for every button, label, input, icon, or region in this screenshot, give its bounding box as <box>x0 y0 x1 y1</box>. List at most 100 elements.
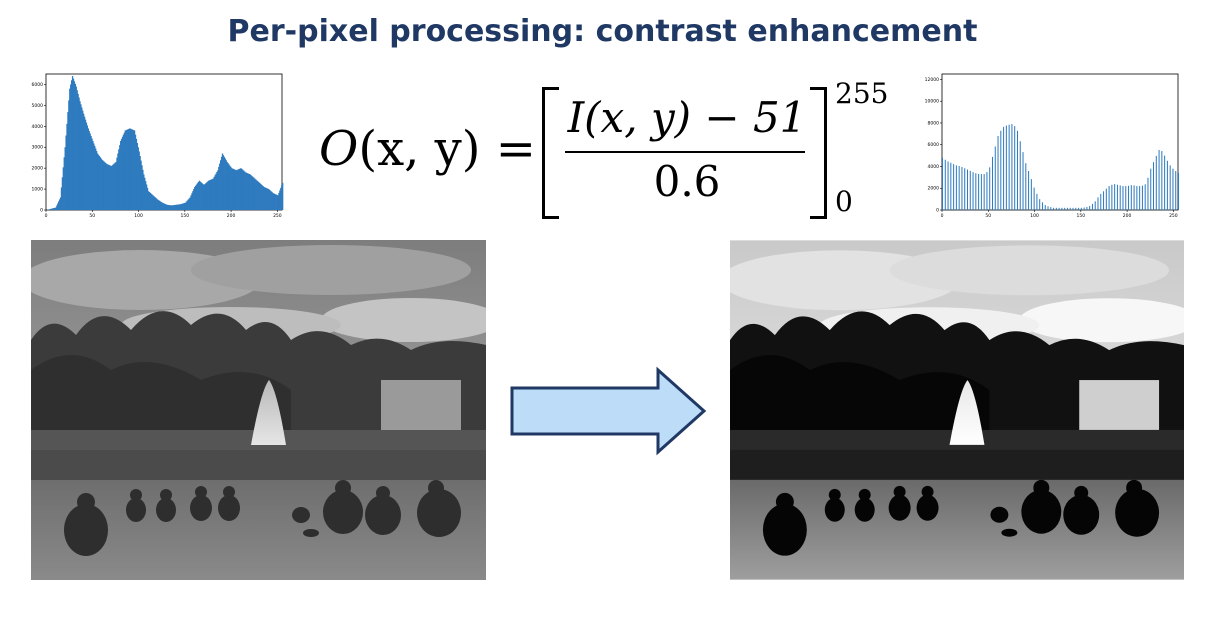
hist-enhanced-bar <box>986 172 988 210</box>
hist-enhanced-bar <box>1114 184 1116 210</box>
hist-enhanced-bar <box>1033 187 1035 210</box>
hist-original-bar <box>221 153 224 210</box>
hist-enhanced-bar <box>1130 185 1132 210</box>
hist-original-bar <box>211 179 213 210</box>
hist-enhanced-bar <box>997 136 999 210</box>
hist-original-bar <box>240 168 242 210</box>
hist-original-bar <box>95 150 98 210</box>
hist-original-bar <box>123 132 126 210</box>
hist-enhanced-bar <box>1055 207 1057 210</box>
hist-original-bar <box>116 157 118 210</box>
hist-original-bar <box>68 100 70 210</box>
hist-enhanced-bar <box>1019 141 1021 210</box>
hist-enhanced-bar <box>991 156 993 210</box>
hist-original-bar <box>179 204 181 210</box>
hist-original-bar <box>92 140 94 210</box>
hist-original-bar <box>197 181 200 210</box>
transform-arrow-icon <box>508 366 708 460</box>
hist-enhanced-bar <box>1011 124 1013 210</box>
hist-original-bar <box>170 205 173 210</box>
hist-original-bar <box>155 197 157 210</box>
hist-enhanced-bar <box>1083 207 1085 210</box>
hist-original-bar <box>103 161 105 210</box>
hist-original-bar <box>261 185 263 210</box>
histogram-enhanced: 0 50 100 150 200 250 0 2000 4000 6000 8000 10000 120… <box>920 72 1182 222</box>
hist-original-bar <box>274 194 276 210</box>
hist-original-bar <box>193 189 195 210</box>
hist-original-bar <box>151 194 153 210</box>
slide-title: Per-pixel processing: contrast enhanceme… <box>227 14 978 49</box>
hist-enhanced-bar <box>1172 168 1174 210</box>
hist-original-bar <box>115 161 117 210</box>
hist-enhanced-ytick-label: 0 <box>936 208 939 214</box>
hist-original-bar <box>269 189 271 210</box>
hist-original-bar <box>213 176 215 210</box>
hist-original-bar <box>50 208 52 210</box>
hist-original-bar <box>243 170 245 210</box>
hist-original-bar <box>229 165 231 210</box>
hist-original-bar <box>147 191 150 210</box>
hist-enhanced-bar <box>1128 185 1130 210</box>
hist-original-bar <box>78 97 80 210</box>
hist-original-bar <box>231 168 233 210</box>
hist-enhanced-bar <box>964 168 966 210</box>
hist-enhanced-bar <box>978 173 980 210</box>
hist-original-bar <box>223 156 226 210</box>
hist-enhanced-bar <box>1086 206 1088 210</box>
hist-original-bar <box>217 170 219 210</box>
hist-original-bar <box>181 203 183 210</box>
hist-enhanced-bar <box>1091 203 1093 210</box>
hist-original-bar <box>137 147 139 210</box>
hist-original-bar <box>278 192 280 210</box>
photo-enhanced <box>730 240 1184 580</box>
hist-original-bar <box>107 164 109 210</box>
hist-original-bar <box>237 169 239 210</box>
hist-original-bar <box>140 160 142 210</box>
hist-original-ytick-label: 3000 <box>32 145 44 151</box>
hist-original-bar <box>175 204 177 210</box>
hist-enhanced-bar <box>983 174 985 210</box>
hist-enhanced-bar <box>953 164 955 210</box>
hist-original-bar <box>131 129 133 210</box>
hist-original-bar <box>124 130 126 210</box>
hist-original-bar <box>250 175 252 210</box>
hist-original-bar <box>263 186 265 210</box>
hist-original-bar <box>112 164 114 210</box>
hist-original-bar <box>220 156 223 210</box>
hist-original-bar <box>158 200 161 210</box>
hist-enhanced-bar <box>958 166 960 210</box>
hist-original-bar <box>109 165 112 210</box>
hist-original-bar <box>260 184 263 210</box>
hist-enhanced-bar <box>1105 188 1107 210</box>
formula-lhs: O(x, y) = <box>319 121 536 177</box>
hist-original-bar <box>98 156 101 210</box>
formula-lower-limit: 0 <box>835 185 853 218</box>
hist-original-bar <box>73 81 76 210</box>
hist-original-bar <box>90 135 92 210</box>
hist-original-bar <box>187 199 189 210</box>
hist-original-bar <box>61 177 64 210</box>
hist-enhanced-bar <box>980 174 982 210</box>
hist-enhanced-bar <box>1005 125 1007 210</box>
hist-original-bar <box>282 182 284 210</box>
hist-original-bar <box>65 135 67 210</box>
hist-original-bar <box>236 169 238 210</box>
hist-original-bar <box>117 153 119 210</box>
hist-original-bar <box>70 80 73 211</box>
hist-original-bar <box>218 166 220 210</box>
hist-original-bar <box>120 140 122 210</box>
hist-original-bar <box>169 205 171 210</box>
hist-original-bar <box>226 161 228 210</box>
hist-original-bar <box>84 119 87 210</box>
hist-enhanced-bar <box>1122 186 1124 210</box>
hist-original-bar <box>136 143 139 210</box>
hist-original-bar <box>75 86 77 210</box>
hist-original-bar <box>79 101 81 210</box>
histogram-original: 0 50 100 150 200 250 0 1000 2000 3000 4000 5000 6000 <box>26 72 284 222</box>
hist-original-bar <box>265 187 267 210</box>
hist-original-bar <box>133 130 136 210</box>
hist-original-bar <box>49 208 52 210</box>
hist-original-bar <box>162 203 164 210</box>
hist-original-bar <box>212 178 214 210</box>
hist-enhanced-bar <box>1008 124 1010 210</box>
